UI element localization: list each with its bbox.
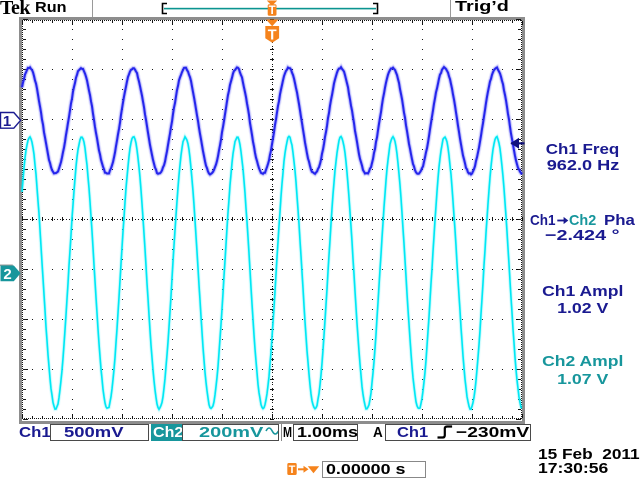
svg-text:1: 1 xyxy=(3,113,11,130)
svg-text:T: T xyxy=(269,5,276,17)
svg-text:T: T xyxy=(268,28,277,44)
svg-text:T: T xyxy=(289,464,296,476)
svg-text:2: 2 xyxy=(3,266,11,283)
